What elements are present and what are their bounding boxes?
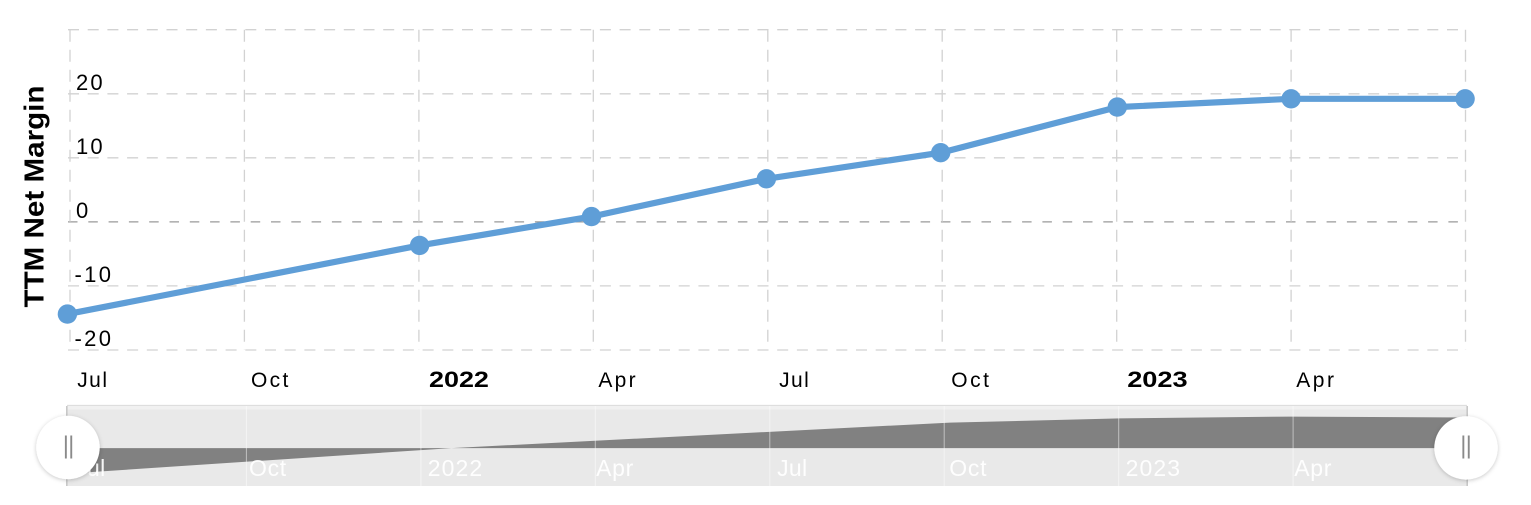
svg-text:Oct: Oct <box>251 369 288 392</box>
svg-text:Oct: Oct <box>249 455 287 481</box>
svg-text:2023: 2023 <box>1126 455 1180 481</box>
svg-text:2022: 2022 <box>428 455 482 481</box>
svg-text:2022: 2022 <box>429 368 489 392</box>
svg-text:0: 0 <box>76 198 88 223</box>
svg-text:2023: 2023 <box>1127 368 1187 392</box>
svg-text:Oct: Oct <box>951 369 989 392</box>
svg-text:-20: -20 <box>75 326 112 351</box>
svg-text:Apr: Apr <box>596 455 634 481</box>
svg-text:Jul: Jul <box>777 455 807 481</box>
svg-text:Jul: Jul <box>77 369 107 392</box>
svg-text:Jul: Jul <box>779 369 809 392</box>
svg-text:Apr: Apr <box>1296 369 1334 392</box>
svg-text:Apr: Apr <box>598 369 635 392</box>
svg-text:TTM Net Margin: TTM Net Margin <box>19 86 50 308</box>
svg-text:Apr: Apr <box>1294 455 1332 481</box>
svg-text:Oct: Oct <box>949 455 987 481</box>
svg-text:-10: -10 <box>75 262 112 287</box>
